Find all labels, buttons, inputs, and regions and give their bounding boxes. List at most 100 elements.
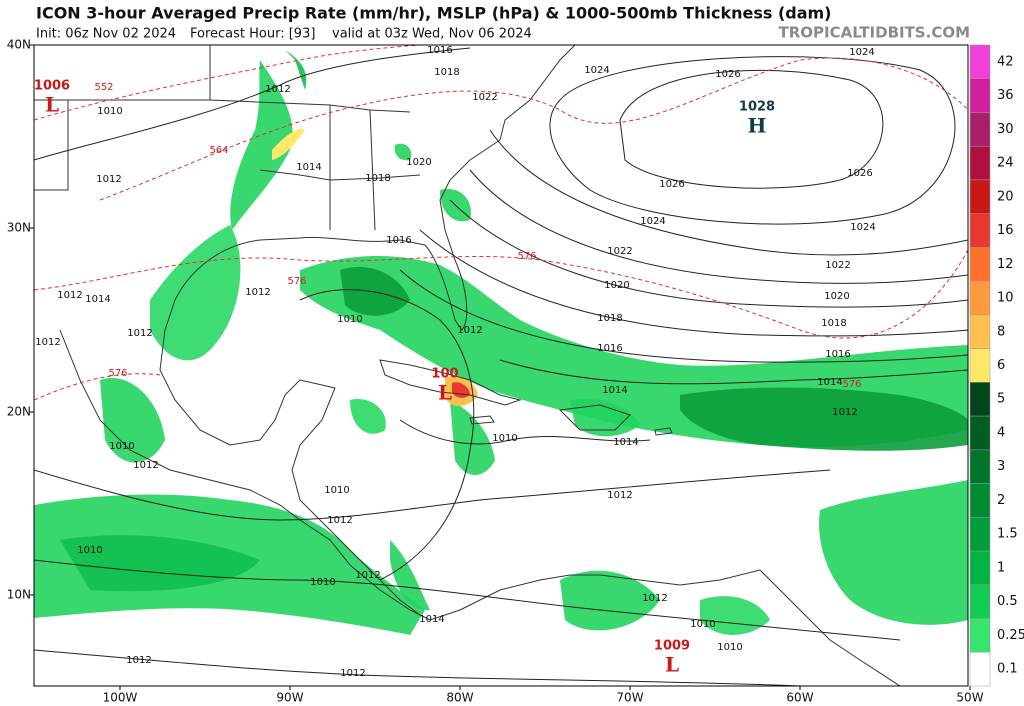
isobar-label: 1010 (337, 314, 362, 325)
precip-area (100, 378, 165, 463)
longitude-label: 80W (446, 691, 473, 705)
isobar-label: 1018 (434, 67, 459, 78)
isobar-label: 1014 (419, 614, 444, 625)
colorbar-label: 12 (997, 257, 1014, 272)
isobar-label: 1012 (127, 328, 152, 339)
colorbar-swatch (969, 44, 991, 79)
colorbar-label: 0.1 (997, 662, 1018, 677)
isobar (34, 559, 901, 641)
isobar-label: 1022 (607, 246, 632, 257)
latitude-label: 30N (7, 221, 31, 235)
isobar-label: 1010 (717, 642, 742, 653)
colorbar-label: 4 (997, 425, 1005, 440)
isobar-label: 1022 (472, 92, 497, 103)
longitude-label: 60W (786, 691, 813, 705)
latitude-label: 20N (7, 405, 31, 419)
precip-area (394, 143, 412, 161)
isobar-label: 1020 (604, 280, 629, 291)
colorbar-label: 24 (997, 156, 1014, 171)
colorbar-label: 10 (997, 291, 1014, 306)
colorbar-swatch (969, 584, 991, 619)
isobar-label: 1012 (607, 490, 632, 501)
thickness-label: 576 (108, 368, 127, 379)
coastline (159, 299, 421, 616)
isobar (34, 47, 471, 161)
thickness-label: 564 (209, 145, 228, 156)
colorbar-swatch (969, 213, 991, 248)
isobar-label: 1018 (597, 313, 622, 324)
longitude-label: 50W (956, 691, 983, 705)
isobar-label: 1010 (690, 619, 715, 630)
longitude-label: 90W (276, 691, 303, 705)
isobar-label: 1012 (832, 407, 857, 418)
colorbar-label: 42 (997, 54, 1014, 69)
colorbar-swatch (969, 449, 991, 484)
colorbar-label: 3 (997, 459, 1005, 474)
thickness-contour (34, 45, 421, 121)
colorbar-label: 1 (997, 560, 1005, 575)
colorbar-swatch (969, 483, 991, 518)
thickness-contour (34, 249, 968, 339)
isobar-label: 1012 (355, 570, 380, 581)
map-layers (34, 45, 968, 686)
isobar-label: 1010 (324, 485, 349, 496)
coastline (558, 404, 631, 431)
isobar-label: 1012 (126, 655, 151, 666)
map-frame (33, 44, 969, 687)
isobar (619, 69, 884, 189)
isobar-label: 1016 (386, 235, 411, 246)
colorbar-swatch (969, 280, 991, 316)
isobar-label: 1022 (825, 260, 850, 271)
isobar-label: 1014 (85, 294, 110, 305)
isobar-label: 1016 (597, 343, 622, 354)
valid-time: valid at 03z Wed, Nov 06 2024 (332, 27, 532, 42)
latitude-label: 10N (7, 588, 31, 602)
coastline (379, 359, 522, 406)
title: ICON 3-hour Averaged Precip Rate (mm/hr)… (36, 4, 832, 23)
colorbar-swatch (969, 247, 991, 282)
isobar-label: 1014 (817, 377, 842, 388)
isobar-label: 1012 (327, 515, 352, 526)
isobar-label: 1012 (35, 337, 60, 348)
thickness-label: 576 (842, 379, 861, 390)
isobar-label: 1012 (642, 593, 667, 604)
precip-area (819, 480, 968, 625)
colorbar-swatch (969, 517, 991, 552)
site-name: TROPICALTIDBITS.COM (779, 24, 971, 42)
isobar (34, 469, 831, 521)
colorbar-swatch (969, 652, 991, 687)
center-symbol: L (665, 653, 679, 677)
isobar-label: 1026 (847, 168, 872, 179)
colorbar-label: 1.5 (997, 527, 1018, 542)
isobar-label: 1012 (96, 174, 121, 185)
precip-area (60, 535, 260, 592)
isobar (34, 649, 801, 686)
colorbar-swatch (969, 382, 991, 417)
precip-area (340, 266, 410, 316)
coastline (369, 109, 376, 231)
colorbar-label: 6 (997, 358, 1005, 373)
isobar-label: 1024 (850, 222, 875, 233)
colorbar-label: 36 (997, 88, 1014, 103)
isobar-label: 1012 (265, 84, 290, 95)
isobar-label: 1010 (77, 545, 102, 556)
precip-area (680, 387, 968, 451)
isobar (419, 229, 968, 337)
coastline (654, 427, 673, 436)
center-symbol: H (748, 114, 767, 138)
center-symbol: L (438, 381, 452, 405)
isobar (549, 56, 956, 225)
isobar-label: 1014 (296, 162, 321, 173)
init-time: Init: 06z Nov 02 2024 (36, 27, 176, 42)
isobar-label: 1016 (427, 45, 452, 56)
longitude-label: 100W (103, 691, 138, 705)
isobar-label: 1026 (715, 69, 740, 80)
forecast-hour: Forecast Hour: [93] (190, 27, 315, 42)
colorbar-swatch (969, 145, 991, 181)
isobar-label: 1010 (310, 577, 335, 588)
isobar-label: 1020 (824, 291, 849, 302)
center-pressure: 1009 (654, 639, 690, 654)
precip-area (570, 398, 640, 437)
isobar-label: 1026 (659, 179, 684, 190)
